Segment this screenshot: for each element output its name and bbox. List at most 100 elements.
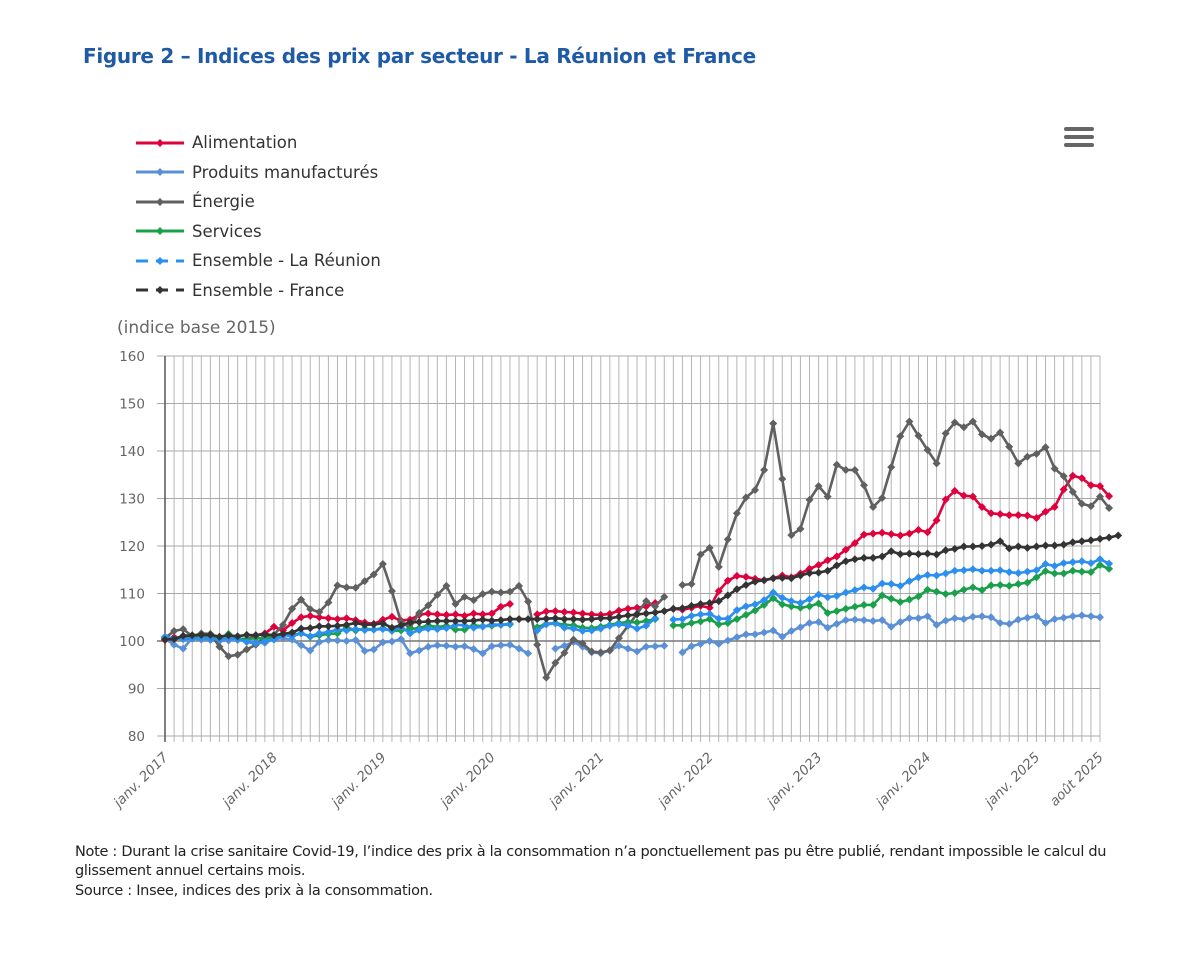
data-point bbox=[805, 595, 814, 604]
legend-item-energie[interactable]: Énergie bbox=[134, 187, 381, 217]
data-point bbox=[1105, 559, 1114, 568]
data-point bbox=[651, 608, 660, 617]
data-point bbox=[596, 624, 605, 633]
data-point bbox=[751, 606, 760, 615]
data-point bbox=[996, 510, 1005, 519]
data-point bbox=[297, 613, 306, 622]
data-point bbox=[832, 591, 841, 600]
data-point bbox=[315, 608, 324, 617]
data-point bbox=[1023, 613, 1032, 622]
data-point bbox=[587, 615, 596, 624]
data-point bbox=[415, 646, 424, 655]
data-point bbox=[687, 642, 696, 651]
legend-item-ensemble-reunion[interactable]: Ensemble - La Réunion bbox=[134, 246, 381, 276]
data-point bbox=[496, 641, 505, 650]
data-point bbox=[596, 614, 605, 623]
data-point bbox=[578, 609, 587, 618]
data-point bbox=[887, 594, 896, 603]
y-tick-label: 120 bbox=[119, 539, 145, 555]
data-point bbox=[460, 621, 469, 630]
data-point bbox=[751, 600, 760, 609]
data-point bbox=[469, 623, 478, 632]
data-point bbox=[1077, 537, 1086, 546]
data-point bbox=[642, 642, 651, 651]
series-line bbox=[164, 534, 1119, 641]
data-point bbox=[406, 649, 415, 658]
data-point bbox=[442, 641, 451, 650]
y-tick-label: 90 bbox=[128, 682, 145, 698]
data-point bbox=[769, 588, 778, 597]
data-point bbox=[1059, 613, 1068, 622]
data-point bbox=[505, 619, 514, 628]
data-point bbox=[623, 644, 632, 653]
legend-item-produits-manufactures[interactable]: Produits manufacturés bbox=[134, 158, 381, 188]
legend-item-services[interactable]: Services bbox=[134, 217, 381, 247]
data-point bbox=[896, 432, 905, 441]
data-point bbox=[996, 428, 1005, 437]
data-point bbox=[560, 623, 569, 632]
data-point bbox=[705, 543, 714, 552]
data-point bbox=[1059, 472, 1068, 481]
data-point bbox=[651, 642, 660, 651]
data-point bbox=[714, 620, 723, 629]
hamburger-menu-icon[interactable] bbox=[1064, 127, 1094, 151]
data-point bbox=[533, 626, 542, 635]
data-point bbox=[950, 544, 959, 553]
data-point bbox=[288, 618, 297, 627]
data-point bbox=[977, 586, 986, 595]
data-point bbox=[551, 614, 560, 623]
data-point bbox=[923, 446, 932, 455]
data-point bbox=[279, 620, 288, 629]
data-point bbox=[515, 615, 524, 624]
data-point bbox=[569, 608, 578, 617]
data-point bbox=[478, 622, 487, 631]
data-point bbox=[478, 589, 487, 598]
data-point bbox=[315, 622, 324, 631]
data-point bbox=[869, 600, 878, 609]
data-point bbox=[796, 524, 805, 533]
data-point bbox=[1041, 443, 1050, 452]
menu-bar bbox=[1064, 143, 1094, 147]
data-point bbox=[732, 615, 741, 624]
legend-item-alimentation[interactable]: Alimentation bbox=[134, 128, 381, 158]
data-point bbox=[723, 591, 732, 600]
data-point bbox=[678, 621, 687, 630]
data-point bbox=[814, 568, 823, 577]
data-point bbox=[642, 621, 651, 630]
data-point bbox=[751, 485, 760, 494]
data-point bbox=[959, 542, 968, 551]
data-point bbox=[587, 626, 596, 635]
data-point bbox=[1032, 566, 1041, 575]
data-point bbox=[787, 531, 796, 540]
data-point bbox=[1032, 513, 1041, 522]
data-point bbox=[614, 620, 623, 629]
data-point bbox=[342, 620, 351, 629]
data-point bbox=[987, 566, 996, 575]
data-point bbox=[968, 612, 977, 621]
data-point bbox=[569, 624, 578, 633]
data-point bbox=[170, 627, 179, 636]
data-point bbox=[469, 616, 478, 625]
data-point bbox=[932, 620, 941, 629]
legend-swatch-alimentation bbox=[136, 138, 184, 147]
data-point bbox=[342, 583, 351, 592]
data-point bbox=[551, 658, 560, 667]
data-point bbox=[850, 615, 859, 624]
data-point bbox=[360, 577, 369, 586]
data-point bbox=[705, 637, 714, 645]
data-point bbox=[887, 622, 896, 631]
data-point bbox=[605, 646, 614, 655]
data-point bbox=[996, 618, 1005, 627]
data-point bbox=[451, 599, 460, 608]
data-point bbox=[741, 493, 750, 502]
data-point bbox=[741, 610, 750, 619]
x-axis-ticks: janv. 2017 janv. 2018 janv. 2019 janv. 2020… bbox=[109, 749, 1107, 812]
data-point bbox=[814, 590, 823, 599]
data-point bbox=[433, 641, 442, 650]
data-point bbox=[1086, 612, 1095, 621]
data-point bbox=[533, 640, 542, 649]
data-point bbox=[306, 611, 315, 620]
legend-item-ensemble-france[interactable]: Ensemble - France bbox=[134, 276, 381, 306]
data-point bbox=[950, 566, 959, 575]
menu-bar bbox=[1064, 127, 1094, 131]
